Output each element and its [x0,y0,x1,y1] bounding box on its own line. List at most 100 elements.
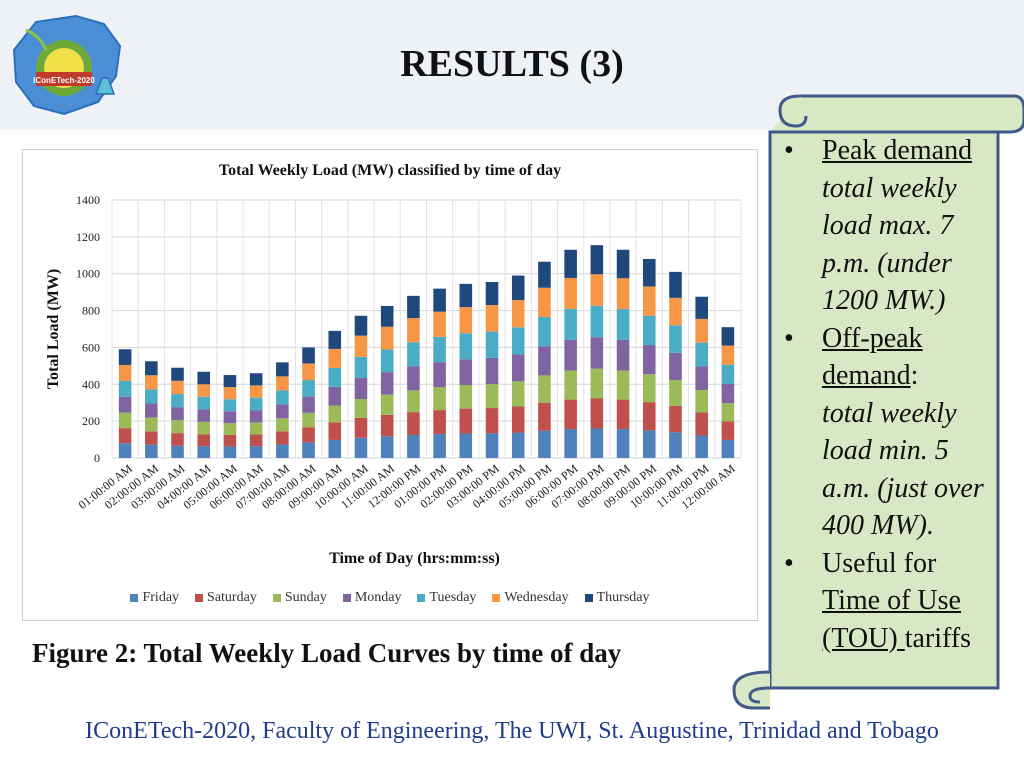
bar-segment-wednesday [276,376,289,391]
y-tick-label: 400 [82,377,100,391]
bar-segment-friday [197,446,211,458]
bar-segment-monday [590,337,604,369]
bar-segment-tuesday [459,333,473,360]
bar-segment-tuesday [171,394,184,408]
bar-segment-friday [642,430,656,458]
bar-segment-friday [459,433,473,458]
bar-segment-wednesday [590,274,604,306]
bar-segment-monday [485,357,499,385]
bar-segment-monday [642,345,656,375]
bar-segment-saturday [511,406,525,433]
tou-link: Time of Use (TOU) [822,585,961,654]
bar-segment-tuesday [433,336,446,363]
logo-text: IConETech-2020 [33,76,95,85]
bar-segment-sunday [485,384,499,409]
bar-segment-monday [223,411,237,424]
bar-segment-wednesday [354,335,368,357]
bar-segment-friday [590,428,604,458]
bar-segment-monday [669,352,682,381]
bar-segment-friday [118,443,132,458]
bar-segment-wednesday [433,311,446,337]
bar-segment-thursday [328,330,342,349]
bar-segment-tuesday [538,317,551,347]
bar-segment-thursday [223,375,237,388]
bar-segment-saturday [118,428,132,444]
bar-segment-monday [171,407,184,421]
bar-segment-saturday [538,402,551,431]
bar-segment-wednesday [171,380,184,395]
bar-segment-saturday [485,408,499,434]
bar-segment-tuesday [407,342,420,367]
bar-segment-sunday [276,418,289,432]
bar-segment-tuesday [354,356,368,379]
legend-swatch [492,593,501,602]
legend-item-wednesday: Wednesday [492,590,569,606]
bar-segment-thursday [485,282,499,306]
slide-title: RESULTS (3) [400,43,624,85]
bar-segment-tuesday [380,349,394,373]
x-axis-title: Time of Day (hrs:mm:ss) [329,550,500,567]
legend-item-thursday: Thursday [584,590,650,606]
bar-segment-wednesday [223,387,237,400]
bar-segment-monday [197,409,211,422]
bar-segment-sunday [145,417,158,432]
bar-segment-tuesday [197,396,211,410]
chart-legend: Friday Saturday Sunday Monday Tuesday Wednesd… [23,590,757,606]
bar-segment-friday [616,429,630,458]
bar-segment-sunday [171,420,184,434]
legend-swatch [130,593,139,602]
bar-segment-sunday [328,405,342,423]
legend-swatch [342,593,351,602]
bar-segment-thursday [354,315,368,336]
bar-segment-friday [380,436,394,458]
bar-segment-monday [118,396,132,413]
bar-segment-sunday [354,399,368,418]
y-tick-label: 600 [82,340,100,354]
bar-segment-thursday [511,275,525,301]
bar-segment-thursday [407,295,420,319]
bar-segment-thursday [249,373,263,386]
legend-label: Monday [354,590,402,605]
bar-segment-sunday [459,385,473,409]
bar-segment-thursday [642,258,656,287]
legend-label: Sunday [284,590,327,605]
bar-segment-monday [276,404,289,419]
bar-segment-friday [407,434,420,458]
bar-segment-sunday [642,374,656,403]
legend-label: Saturday [207,590,257,605]
bar-segment-thursday [721,327,735,346]
bar-segment-thursday [459,283,473,308]
bar-segment-friday [354,437,368,458]
legend-swatch [584,593,593,602]
legend-swatch [417,593,426,602]
slide-footer: IConETech-2020, Faculty of Engineering, … [85,718,939,744]
bar-segment-friday [485,433,499,458]
bar-segment-sunday [669,380,682,406]
bar-segment-sunday [564,370,577,400]
bar-segment-saturday [249,434,263,447]
legend-item-sunday: Sunday [272,590,327,606]
bar-segment-wednesday [642,286,656,316]
bar-segment-sunday [249,422,263,435]
bullet-dot: • [784,135,794,166]
bar-segment-tuesday [642,315,656,346]
bar-segment-wednesday [302,363,315,381]
bar-segment-thursday [380,305,394,327]
bar-segment-saturday [616,399,630,430]
bar-segment-friday [223,446,237,458]
off-peak-colon: : [910,360,919,391]
y-tick-label: 1200 [76,230,100,244]
bullet-tou: • Useful for Time of Use (TOU) tariffs [782,545,994,658]
bar-segment-saturday [302,427,315,443]
bar-segment-friday [538,430,551,458]
bar-segment-tuesday [145,389,158,404]
legend-label: Tuesday [429,590,477,605]
bar-segment-thursday [590,245,604,275]
y-tick-label: 1400 [76,193,100,207]
off-peak-heading: Off-peak demand [822,322,923,392]
tou-suffix: tariffs [904,622,972,654]
bar-segment-tuesday [328,367,342,387]
bar-segment-sunday [223,423,237,435]
legend-item-monday: Monday [342,590,402,606]
bar-segment-tuesday [695,342,708,367]
